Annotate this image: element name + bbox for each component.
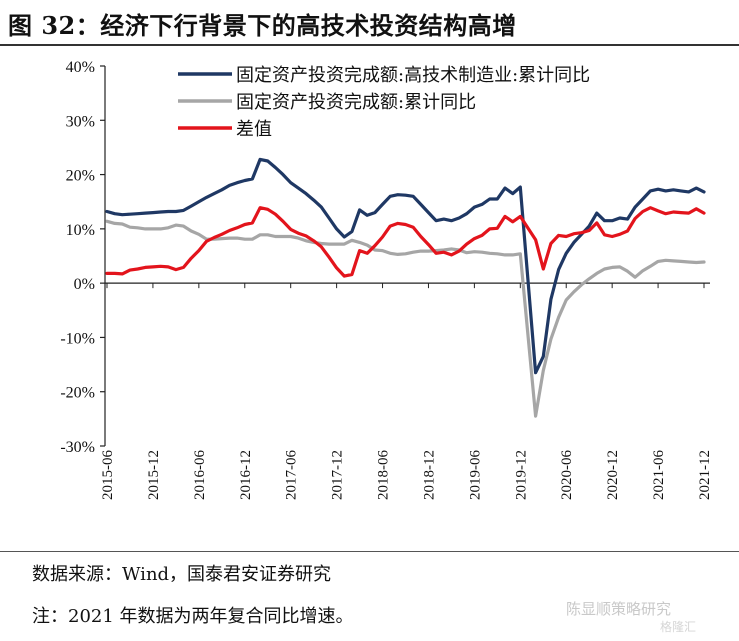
y-tick-label: -10% [60, 330, 95, 347]
series-line-2 [105, 219, 706, 418]
legend-label: 差值 [236, 119, 272, 140]
title-divider [0, 44, 739, 46]
axes [100, 65, 705, 447]
x-tick-label: 2015-06 [100, 450, 116, 500]
x-tick-label: 2018-12 [421, 450, 437, 500]
y-tick-label: -20% [60, 385, 95, 402]
x-tick-label: 2017-06 [284, 450, 300, 500]
x-tick-label: 2017-12 [330, 450, 346, 500]
y-tick-label: 30% [66, 113, 95, 130]
x-tick-label: 2018-06 [376, 450, 392, 500]
footnote: 注：2021 年数据为两年复合同比增速。 [32, 606, 354, 627]
y-tick-label: 0% [74, 276, 95, 293]
legend-label: 固定资产投资完成额:累计同比 [236, 92, 476, 113]
x-tick-label: 2016-06 [192, 450, 208, 500]
x-tick-labels: 2015-06 2015-12 2016-06 2016-12 2017-06 2017-… [100, 450, 713, 500]
series-lines [105, 157, 706, 418]
x-tick-label: 2019-12 [513, 450, 529, 500]
x-tick-label: 2021-12 [697, 450, 713, 500]
watermark-sub: 格隆汇 [660, 620, 697, 634]
x-tick-label: 2020-12 [605, 450, 621, 500]
line-chart: -30% -20% -10% 0% 10% 20% 30% 40% 2015-06 2015-1… [60, 59, 713, 500]
watermark: 陈显顺策略研究 [566, 600, 672, 618]
footer-divider [0, 551, 739, 552]
y-tick-label: 40% [66, 59, 95, 76]
source-note: 数据来源：Wind，国泰君安证券研究 [32, 564, 332, 585]
x-tick-label: 2019-06 [467, 450, 483, 500]
series-line-3 [105, 206, 706, 278]
x-tick-label: 2021-06 [651, 450, 667, 500]
y-tick-label: 10% [66, 222, 95, 239]
y-tick-label: 20% [66, 168, 95, 185]
x-tick-label: 2015-12 [146, 450, 162, 500]
chart-title: 图 32：经济下行背景下的高技术投资结构高增 [8, 11, 517, 40]
y-tick-labels: -30% -20% -10% 0% 10% 20% 30% 40% [60, 59, 95, 456]
y-tick-label: -30% [60, 439, 95, 456]
x-tick-label: 2016-12 [238, 450, 254, 500]
x-tick-label: 2020-06 [559, 450, 575, 500]
legend-label: 固定资产投资完成额:高技术制造业:累计同比 [236, 65, 590, 86]
series-line-1 [105, 157, 706, 375]
